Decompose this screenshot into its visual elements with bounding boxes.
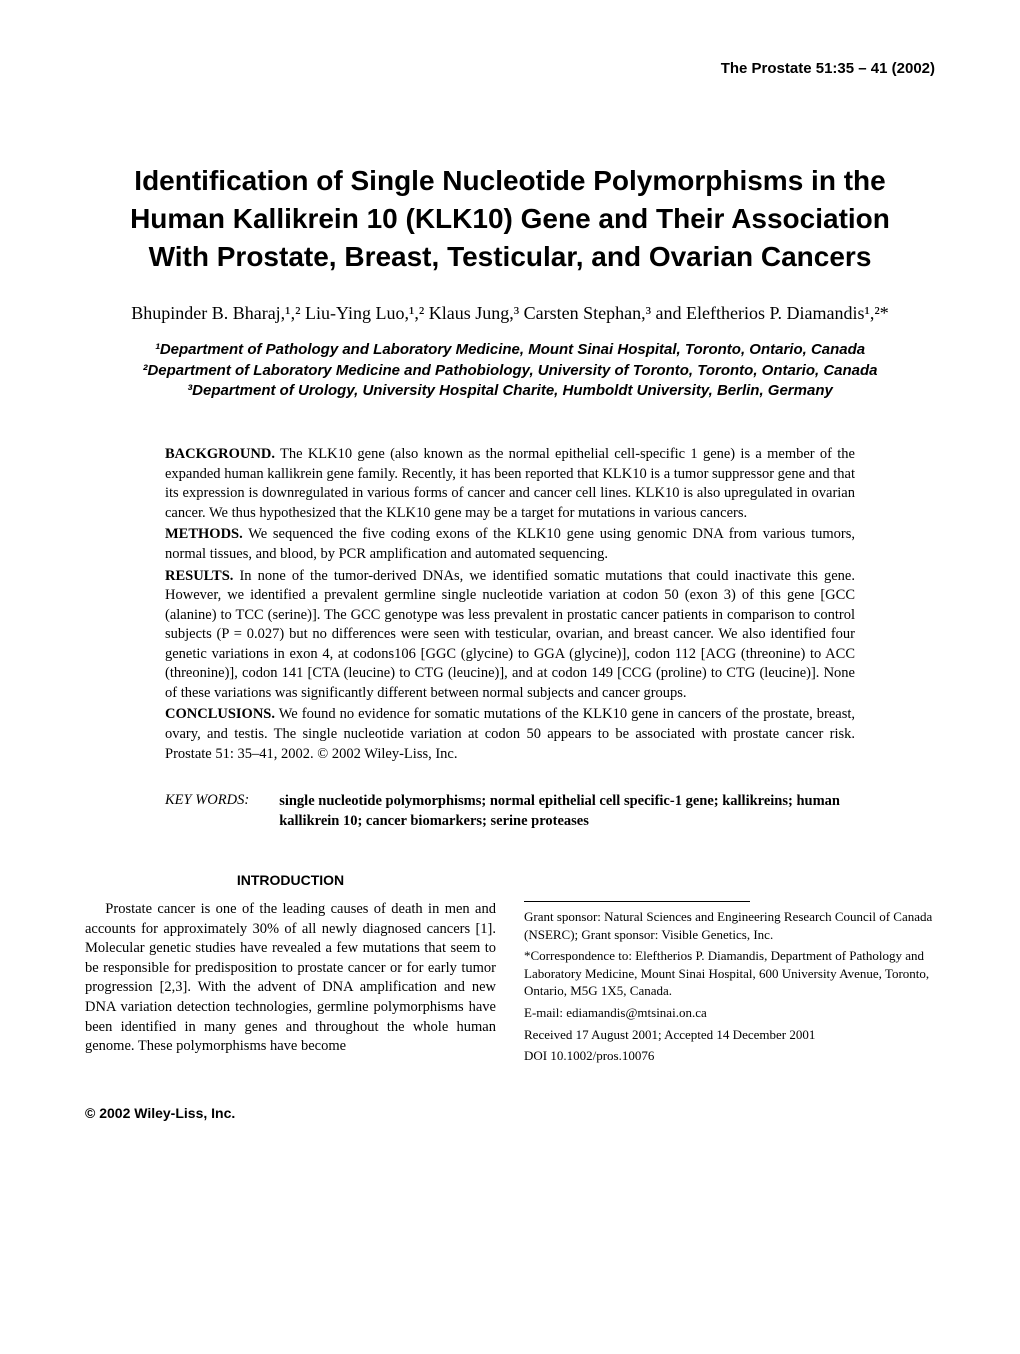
affiliations: ¹Department of Pathology and Laboratory … — [127, 340, 893, 401]
keywords-row: KEY WORDS: single nucleotide polymorphis… — [165, 792, 855, 831]
left-column: INTRODUCTION Prostate cancer is one of t… — [85, 871, 496, 1068]
introduction-heading: INTRODUCTION — [85, 871, 496, 890]
authors-line: Bhupinder B. Bharaj,¹,² Liu-Ying Luo,¹,²… — [85, 303, 935, 324]
abstract-results: RESULTS. In none of the tumor-derived DN… — [165, 567, 855, 704]
footnote-email: E-mail: ediamandis@mtsinai.on.ca — [524, 1004, 935, 1022]
abstract-conclusions-label: CONCLUSIONS. — [165, 706, 275, 722]
abstract-results-text: In none of the tumor-derived DNAs, we id… — [165, 568, 855, 701]
footnote-doi: DOI 10.1002/pros.10076 — [524, 1047, 935, 1065]
footer-copyright: © 2002 Wiley-Liss, Inc. — [85, 1105, 935, 1121]
abstract-conclusions: CONCLUSIONS. We found no evidence for so… — [165, 705, 855, 764]
footnote-received: Received 17 August 2001; Accepted 14 Dec… — [524, 1026, 935, 1044]
right-column: Grant sponsor: Natural Sciences and Engi… — [524, 871, 935, 1068]
abstract-methods-text: We sequenced the five coding exons of th… — [165, 526, 855, 562]
footnote-grant: Grant sponsor: Natural Sciences and Engi… — [524, 908, 935, 943]
two-column-body: INTRODUCTION Prostate cancer is one of t… — [85, 871, 935, 1068]
abstract-background: BACKGROUND. The KLK10 gene (also known a… — [165, 445, 855, 523]
keywords-text: single nucleotide polymorphisms; normal … — [279, 792, 855, 831]
abstract-results-label: RESULTS. — [165, 568, 233, 584]
footnote-rule — [524, 901, 750, 902]
journal-header: The Prostate 51:35 – 41 (2002) — [85, 60, 935, 77]
abstract-methods-label: METHODS. — [165, 526, 243, 542]
abstract-block: BACKGROUND. The KLK10 gene (also known a… — [165, 445, 855, 764]
abstract-copyright: © 2002 Wiley-Liss, Inc. — [317, 746, 457, 762]
keywords-label: KEY WORDS: — [165, 792, 249, 831]
abstract-methods: METHODS. We sequenced the five coding ex… — [165, 525, 855, 564]
introduction-paragraph: Prostate cancer is one of the leading ca… — [85, 900, 496, 1057]
footnote-correspondence: *Correspondence to: Eleftherios P. Diama… — [524, 947, 935, 1000]
abstract-background-label: BACKGROUND. — [165, 446, 275, 462]
article-title: Identification of Single Nucleotide Poly… — [115, 162, 905, 275]
